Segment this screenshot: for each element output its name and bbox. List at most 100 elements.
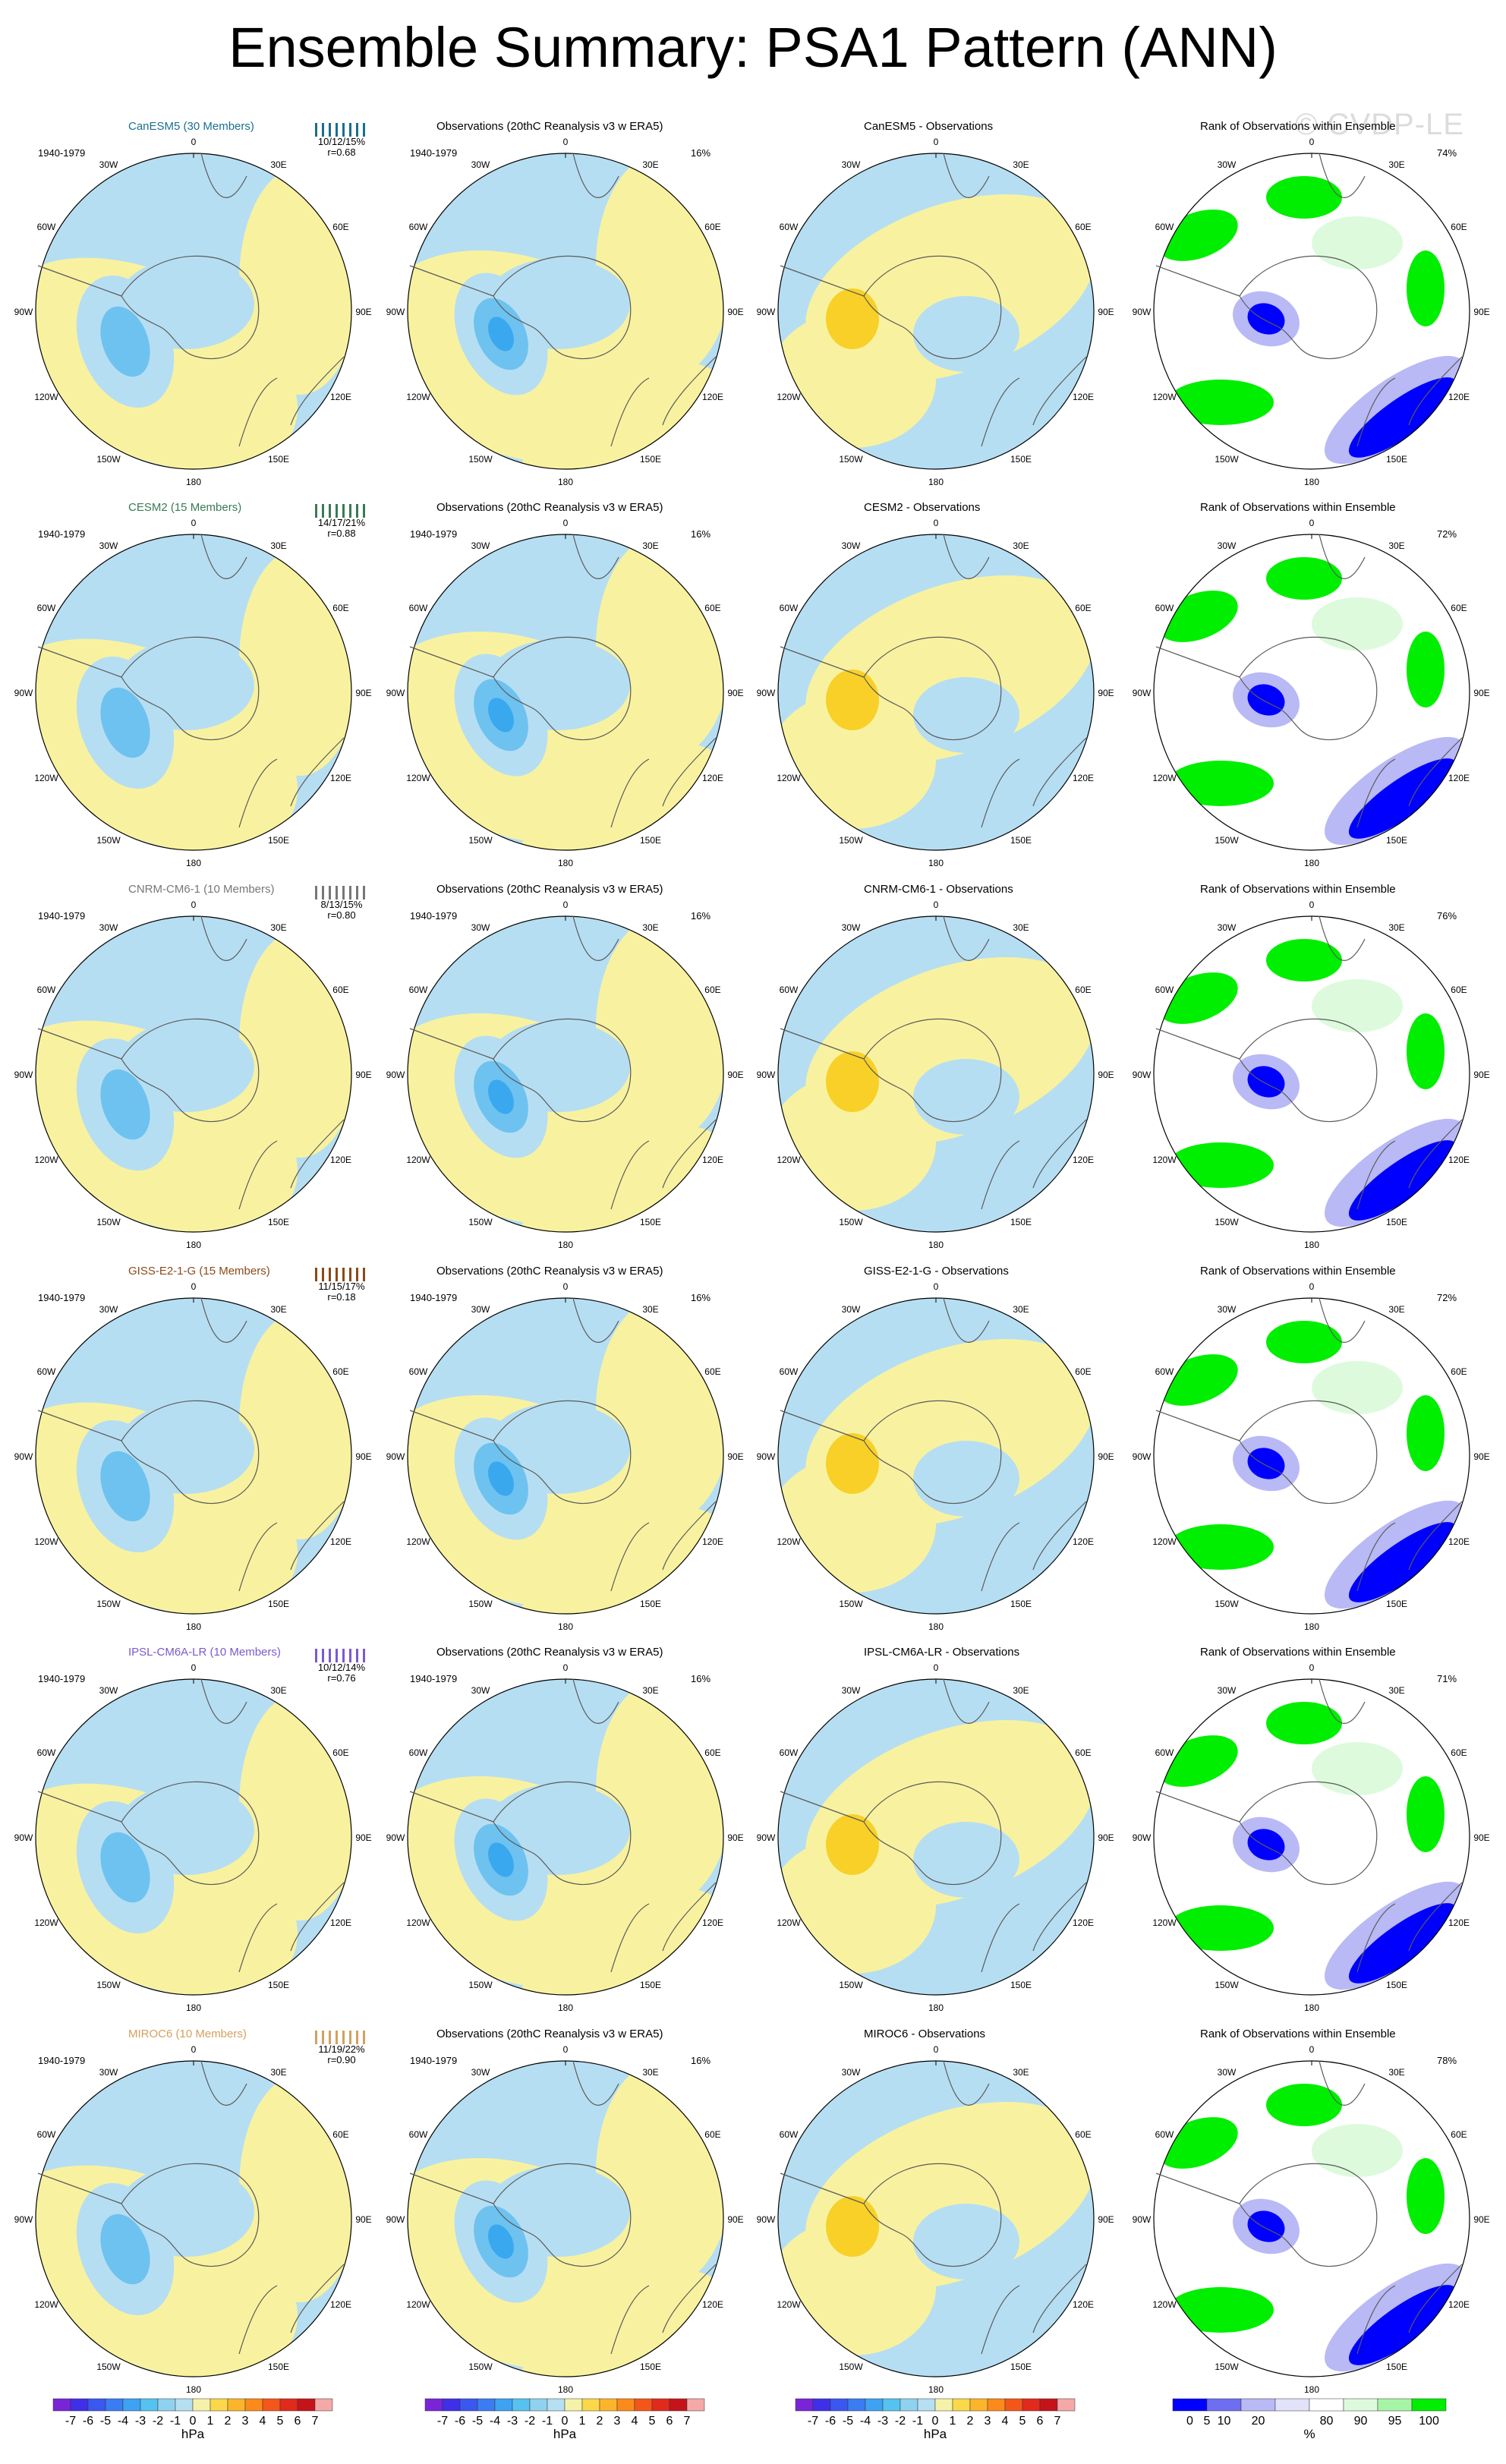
longitude-label: 120E xyxy=(1448,1155,1470,1165)
rank-mid-region xyxy=(1312,597,1403,651)
antarctica-coastline xyxy=(493,636,632,741)
longitude-label: 60E xyxy=(1451,222,1467,232)
longitude-label: 90E xyxy=(1473,307,1489,317)
longitude-label: 60W xyxy=(780,222,799,232)
longitude-label: 120W xyxy=(1152,773,1177,783)
peninsula-coastline xyxy=(409,2173,494,2204)
longitude-label: 90W xyxy=(1133,1070,1152,1080)
colorbar-swatch xyxy=(314,2398,333,2412)
colorbar-tick-label: -6 xyxy=(455,2415,465,2428)
africa-coastline xyxy=(943,2060,990,2106)
longitude-label: 30W xyxy=(471,159,490,170)
australia-coastline xyxy=(1032,1501,1087,1571)
longitude-label: 120W xyxy=(34,392,58,402)
field-contours xyxy=(36,153,351,469)
longitude-label: 120W xyxy=(406,1917,430,1928)
colorbar-swatch xyxy=(934,2398,953,2412)
antarctica-coastline xyxy=(493,1400,632,1505)
colorbar-tick-label: 1 xyxy=(207,2415,214,2428)
obs-pct: 16% xyxy=(691,2055,711,2066)
longitude-label: 30W xyxy=(99,1685,118,1696)
nz-coastline xyxy=(238,1140,278,1210)
colorbar-tick-label: -4 xyxy=(118,2415,128,2428)
nz-coastline xyxy=(610,1903,650,1973)
colorbar-unit: hPa xyxy=(924,2427,947,2441)
rank-high-region xyxy=(1167,380,1274,425)
australia-coastline xyxy=(1032,1882,1087,1952)
obs-pct: 16% xyxy=(691,1292,711,1303)
hpa-colorbar: -7 -6 -5 -4 -3 -2 -1 0 1 2 3 4 5 6 7 hPa xyxy=(52,2398,333,2441)
longitude-label: 0 xyxy=(1309,2044,1315,2055)
peninsula-coastline xyxy=(409,265,494,297)
longitude-label: 60W xyxy=(37,1747,56,1758)
longitude-label: 120E xyxy=(330,773,351,783)
longitude-label: 150W xyxy=(96,2362,121,2372)
longitude-label: 90W xyxy=(14,2214,33,2225)
nz-coastline xyxy=(238,2285,278,2355)
africa-coastline xyxy=(572,2060,619,2106)
longitude-label: 120W xyxy=(777,392,801,402)
longitude-label: 60E xyxy=(1451,1747,1467,1758)
positive-region xyxy=(596,2061,723,2287)
africa-coastline xyxy=(1319,1678,1366,1724)
australia-coastline xyxy=(290,1119,345,1189)
longitude-label: 90E xyxy=(355,307,371,317)
longitude-label: 60W xyxy=(37,603,56,613)
longitude-label: 60E xyxy=(1075,1366,1091,1377)
longitude-label: 150E xyxy=(1386,1217,1407,1227)
colorbar-tick-label: 2 xyxy=(597,2415,603,2428)
longitude-label: 30W xyxy=(1218,159,1237,170)
colorbar-swatch xyxy=(1240,2398,1276,2412)
longitude-label: 120W xyxy=(1152,1917,1177,1928)
longitude-label: 60W xyxy=(409,1747,428,1758)
longitude-label: 60E xyxy=(332,2129,348,2140)
africa-coastline xyxy=(200,1297,247,1343)
rank-title: Rank of Observations within Ensemble xyxy=(1200,1646,1396,1659)
longitude-label: 0 xyxy=(191,137,197,147)
rank-high-region xyxy=(1407,250,1445,326)
colorbar-unit: hPa xyxy=(553,2427,577,2441)
rank-panel: 0 30E 60E 90E 120E 150E 180 150W 120W 90W 60W 30W xyxy=(1133,1281,1490,1632)
longitude-label: 180 xyxy=(928,2384,944,2395)
positive-region xyxy=(596,1679,723,1905)
rank-lowest-region xyxy=(1247,1829,1285,1861)
longitude-label: 150E xyxy=(1010,2362,1032,2372)
diff-title: CNRM-CM6-1 - Observations xyxy=(864,883,1013,896)
colorbar-tick-label: 95 xyxy=(1388,2415,1402,2428)
stats-text: 10/12/14% xyxy=(317,1662,366,1673)
colorbar-swatch xyxy=(969,2398,988,2412)
antarctica-coastline xyxy=(121,1018,260,1123)
colorbar-swatch xyxy=(1343,2398,1378,2412)
positive-region-strong xyxy=(826,1433,879,1494)
longitude-label: 150W xyxy=(839,835,863,846)
longitude-label: 60W xyxy=(37,2129,56,2140)
longitude-label: 180 xyxy=(928,1240,944,1250)
colorbar-swatch xyxy=(599,2398,618,2412)
africa-coastline xyxy=(572,1678,619,1724)
antarctica-coastline xyxy=(863,1781,1002,1886)
member-stripes xyxy=(285,2031,399,2044)
peninsula-coastline xyxy=(1155,265,1240,297)
australia-coastline xyxy=(662,737,717,807)
colorbar-tick-label: 7 xyxy=(684,2415,691,2428)
longitude-label: 0 xyxy=(934,2044,939,2055)
longitude-label: 30W xyxy=(842,159,861,170)
peninsula-coastline xyxy=(1155,646,1240,678)
peninsula-coastline xyxy=(37,1410,122,1442)
longitude-label: 60E xyxy=(704,1747,720,1758)
longitude-label: 30E xyxy=(642,2067,658,2078)
longitude-label: 90E xyxy=(355,688,371,698)
colorbar-tick-label: 0 xyxy=(562,2415,569,2428)
period-label: 1940-1979 xyxy=(410,147,458,159)
longitude-label: 60W xyxy=(780,2129,799,2140)
longitude-label: 60W xyxy=(780,1747,799,1758)
australia-coastline xyxy=(662,1119,717,1189)
model-panel: 0 30E 60E 90E 120E 150E 180 150W 120W 90W 60W 30W xyxy=(14,2044,372,2395)
rank-mid-region xyxy=(1312,979,1403,1032)
longitude-label: 60W xyxy=(37,1366,56,1377)
field-contours xyxy=(36,1298,351,1614)
colorbar-swatch xyxy=(122,2398,141,2412)
australia-coastline xyxy=(662,356,717,426)
rank-high-region xyxy=(1407,1013,1445,1089)
longitude-label: 120E xyxy=(330,1917,351,1928)
